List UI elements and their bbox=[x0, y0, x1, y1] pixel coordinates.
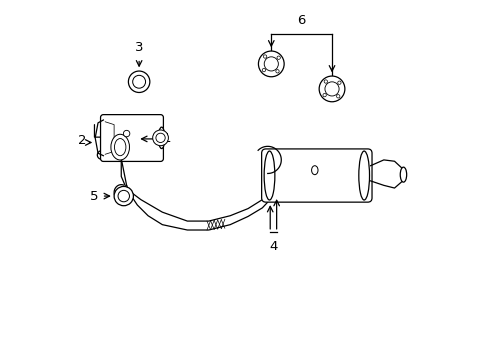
Circle shape bbox=[322, 94, 325, 97]
Circle shape bbox=[263, 55, 266, 58]
Ellipse shape bbox=[400, 167, 406, 182]
Circle shape bbox=[337, 81, 341, 84]
Ellipse shape bbox=[358, 151, 369, 200]
Text: 5: 5 bbox=[89, 190, 98, 203]
Circle shape bbox=[276, 56, 280, 59]
Circle shape bbox=[336, 95, 339, 98]
Circle shape bbox=[264, 57, 278, 71]
Circle shape bbox=[132, 75, 145, 88]
Ellipse shape bbox=[311, 166, 317, 175]
Circle shape bbox=[319, 76, 344, 102]
Circle shape bbox=[258, 51, 284, 77]
Circle shape bbox=[123, 130, 130, 137]
Circle shape bbox=[275, 69, 279, 73]
Ellipse shape bbox=[111, 134, 129, 160]
Ellipse shape bbox=[264, 151, 274, 200]
Text: 3: 3 bbox=[135, 41, 143, 54]
Circle shape bbox=[152, 130, 168, 146]
Circle shape bbox=[118, 190, 129, 202]
Text: 1: 1 bbox=[163, 132, 171, 145]
Circle shape bbox=[325, 82, 338, 96]
Circle shape bbox=[114, 186, 133, 206]
Text: 6: 6 bbox=[297, 14, 305, 27]
Circle shape bbox=[324, 80, 327, 83]
Ellipse shape bbox=[158, 127, 164, 149]
Text: 4: 4 bbox=[269, 240, 277, 253]
FancyBboxPatch shape bbox=[101, 114, 163, 161]
Circle shape bbox=[156, 133, 165, 143]
Text: 2: 2 bbox=[78, 134, 86, 147]
Ellipse shape bbox=[114, 139, 125, 156]
FancyBboxPatch shape bbox=[261, 149, 371, 202]
Circle shape bbox=[128, 71, 149, 93]
Circle shape bbox=[262, 68, 265, 72]
